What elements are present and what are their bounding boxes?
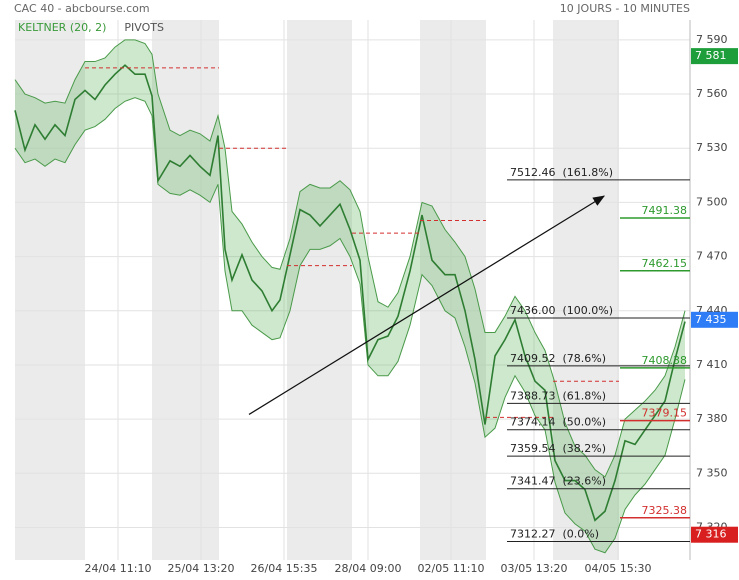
- price-badge-label: 7 435: [695, 313, 727, 326]
- pivot-label: 7491.38: [642, 204, 688, 217]
- fib-label: 7409.52 (78.6%): [510, 352, 606, 365]
- fib-label: 7512.46 (161.8%): [510, 166, 613, 179]
- fib-label: 7341.47 (23.6%): [510, 475, 606, 488]
- y-tick-label: 7 350: [696, 466, 728, 479]
- pivot-label: 7379.15: [642, 407, 688, 420]
- x-tick-label: 28/04 09:00: [335, 562, 402, 575]
- keltner-line: [14, 39, 686, 478]
- session-shade: [15, 20, 85, 560]
- y-tick-label: 7 560: [696, 87, 728, 100]
- x-tick-label: 26/04 15:35: [251, 562, 318, 575]
- fib-label: 7359.54 (38.2%): [510, 442, 606, 455]
- y-tick-label: 7 500: [696, 195, 728, 208]
- session-shade: [287, 20, 352, 560]
- y-tick-label: 7 530: [696, 141, 728, 154]
- keltner-line: [14, 97, 686, 554]
- indicator-label: PIVOTS: [124, 21, 164, 34]
- fib-label: 7388.73 (61.8%): [510, 389, 606, 402]
- y-tick-label: 7 380: [696, 412, 728, 425]
- session-shade: [152, 20, 219, 560]
- chart-subtitle: 10 JOURS - 10 MINUTES: [560, 2, 690, 15]
- fib-label: 7312.27 (0.0%): [510, 527, 599, 540]
- keltner-band: [15, 39, 685, 553]
- x-tick-label: 02/05 11:10: [418, 562, 485, 575]
- pivot-label: 7408.38: [642, 354, 688, 367]
- fib-label: 7374.14 (50.0%): [510, 416, 606, 429]
- pivot-label: 7325.38: [642, 504, 688, 517]
- fib-label: 7436.00 (100.0%): [510, 304, 613, 317]
- y-tick-label: 7 470: [696, 250, 728, 263]
- x-tick-label: 03/05 13:20: [501, 562, 568, 575]
- price-badge: [691, 311, 738, 328]
- price-badge: [691, 526, 738, 543]
- price-badge-label: 7 316: [695, 528, 727, 541]
- x-tick-label: 24/04 11:10: [85, 562, 152, 575]
- chart-title: CAC 40 - abcbourse.com: [14, 2, 150, 15]
- pivot-label: 7462.15: [642, 257, 688, 270]
- y-tick-label: 7 590: [696, 33, 728, 46]
- trend-line: [248, 195, 606, 415]
- x-tick-label: 04/05 15:30: [585, 562, 652, 575]
- indicator-label: KELTNER (20, 2): [18, 21, 106, 34]
- price-badge: [691, 48, 738, 65]
- y-tick-label: 7 410: [696, 358, 728, 371]
- price-badge-label: 7 581: [695, 49, 727, 62]
- x-tick-label: 25/04 13:20: [168, 562, 235, 575]
